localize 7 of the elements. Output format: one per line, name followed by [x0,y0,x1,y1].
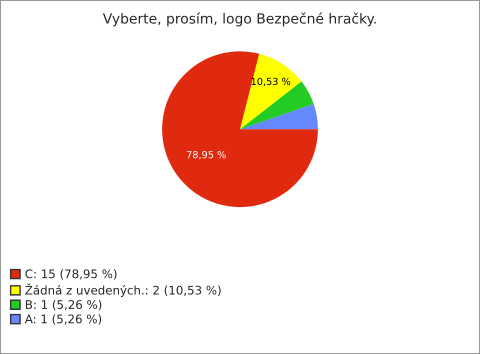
legend-label: Žádná z uvedených.: 2 (10,53 %) [25,284,221,297]
data-label: 10,53 % [252,78,290,86]
legend-label: C: 15 (78,95 %) [25,269,117,280]
legend-label: A: 1 (5,26 %) [24,314,102,325]
data-label: 78,95 % [186,150,226,160]
legend-label: B: 1 (5,26 %) [26,300,102,310]
chart-title: Vyberte, prosím, logo Bezpečné hračky. [102,12,376,26]
